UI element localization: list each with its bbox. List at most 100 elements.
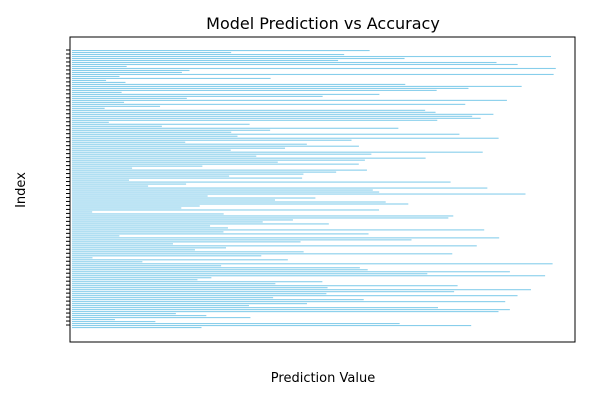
plot-frame <box>69 36 576 343</box>
placeholder-stripe <box>72 277 212 279</box>
placeholder-stripe <box>72 315 207 317</box>
placeholder-stripe <box>72 221 263 223</box>
placeholder-stripe <box>72 145 359 147</box>
placeholder-stripe <box>72 243 173 245</box>
placeholder-stripe <box>72 113 494 115</box>
placeholder-stripe <box>72 111 436 113</box>
placeholder-stripe <box>72 227 228 229</box>
placeholder-stripe <box>72 119 438 121</box>
placeholder-stripe <box>72 295 518 297</box>
placeholder-stripe <box>72 213 224 215</box>
placeholder-stripe <box>72 233 369 235</box>
placeholder-stripe <box>72 79 107 81</box>
placeholder-stripe <box>72 297 274 299</box>
placeholder-stripe <box>72 327 202 329</box>
placeholder-stripe <box>72 325 472 327</box>
placeholder-stripe <box>72 317 251 319</box>
placeholder-stripe <box>72 305 250 307</box>
placeholder-stripe <box>72 293 327 295</box>
placeholder-stripe <box>72 89 437 91</box>
placeholder-stripe <box>72 257 93 259</box>
placeholder-stripe <box>72 181 451 183</box>
placeholder-stripe <box>72 179 130 181</box>
placeholder-stripe <box>72 73 554 76</box>
placeholder-stripe <box>72 65 127 68</box>
placeholder-stripe <box>72 307 438 309</box>
placeholder-stripe <box>72 189 373 191</box>
placeholder-stripe <box>72 53 345 56</box>
placeholder-stripe <box>72 321 156 323</box>
placeholder-stripe <box>72 97 187 99</box>
placeholder-stripe <box>72 251 304 253</box>
placeholder-stripe <box>72 231 224 233</box>
placeholder-stripe <box>72 55 551 58</box>
placeholder-stripe <box>72 183 187 185</box>
placeholder-stripe <box>72 217 449 219</box>
placeholder-stripe <box>72 279 198 281</box>
placeholder-stripe <box>72 149 231 151</box>
placeholder-stripe <box>72 311 499 313</box>
placeholder-stripe <box>72 155 257 157</box>
placeholder-stripe <box>72 203 409 205</box>
placeholder-stripe <box>72 63 518 66</box>
placeholder-stripe <box>72 215 454 217</box>
placeholder-stripe <box>72 61 497 64</box>
placeholder-stripe <box>72 81 126 83</box>
placeholder-stripe <box>72 241 301 243</box>
placeholder-stripe <box>72 193 526 195</box>
placeholder-stripe <box>72 115 473 117</box>
placeholder-stripe <box>72 107 105 109</box>
placeholder-stripe <box>72 229 485 231</box>
placeholder-stripe <box>72 271 510 273</box>
placeholder-stripe <box>72 109 426 111</box>
placeholder-stripe <box>72 91 122 93</box>
placeholder-stripe <box>72 323 400 325</box>
placeholder-stripe <box>72 269 368 271</box>
placeholder-stripe <box>72 87 469 89</box>
placeholder-stripe <box>72 245 477 247</box>
placeholder-stripe <box>72 309 510 311</box>
placeholder-stripe <box>72 223 329 225</box>
placeholder-stripe <box>72 275 546 277</box>
placeholder-stripe <box>72 51 232 54</box>
placeholder-stripe <box>72 291 455 293</box>
placeholder-stripe <box>72 167 133 169</box>
placeholder-stripe <box>72 207 182 209</box>
placeholder-stripe <box>72 121 109 123</box>
placeholder-stripe <box>72 125 162 127</box>
placeholder-stripe <box>72 261 143 263</box>
placeholder-stripe <box>72 247 226 249</box>
placeholder-stripe <box>72 133 460 135</box>
placeholder-stripe <box>72 139 352 141</box>
placeholder-stripe <box>72 287 328 289</box>
placeholder-stripe <box>72 301 506 303</box>
placeholder-stripe <box>72 197 316 199</box>
placeholder-stripe <box>72 131 232 133</box>
placeholder-stripe <box>72 50 370 52</box>
placeholder-stripe <box>72 187 488 189</box>
placeholder-stripe <box>72 127 399 129</box>
placeholder-stripe <box>72 117 481 119</box>
placeholder-stripe <box>72 185 149 187</box>
placeholder-stripe <box>72 157 426 159</box>
placeholder-stripe <box>72 239 412 241</box>
placeholder-stripe <box>72 253 453 255</box>
placeholder-stripe <box>72 273 428 275</box>
placeholder-stripe <box>72 237 500 239</box>
placeholder-stripe <box>72 101 125 103</box>
chart-title: Model Prediction vs Accuracy <box>206 14 440 33</box>
placeholder-stripe <box>72 313 176 315</box>
placeholder-stripe <box>72 163 359 165</box>
y-ticks-group <box>66 49 70 326</box>
placeholder-stripe <box>72 85 522 87</box>
placeholder-stripe <box>72 123 250 125</box>
placeholder-stripe <box>72 159 365 161</box>
placeholder-stripe <box>72 249 195 251</box>
placeholder-stripe <box>72 67 556 70</box>
placeholder-stripe <box>72 57 405 60</box>
placeholder-stripe <box>72 259 288 261</box>
placeholder-stripe <box>72 95 323 97</box>
placeholder-stripe <box>72 285 458 287</box>
placeholder-stripe <box>72 265 222 267</box>
